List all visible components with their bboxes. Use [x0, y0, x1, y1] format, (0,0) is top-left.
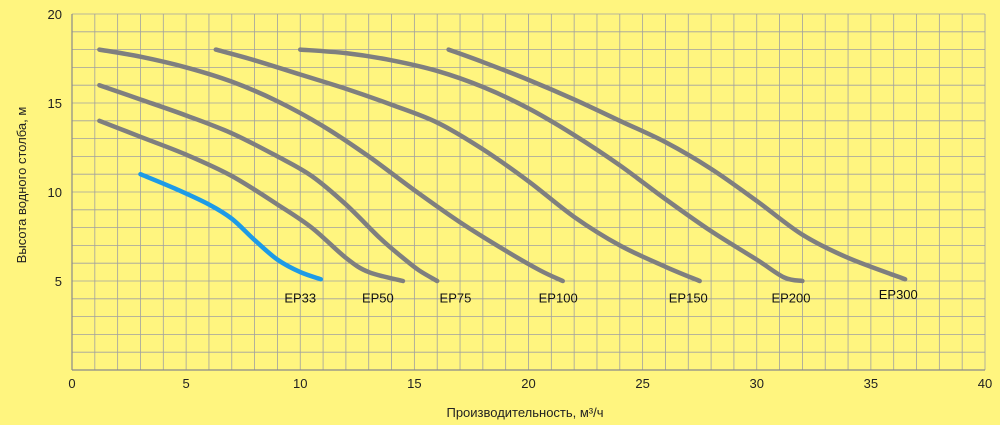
y-tick-labels: 5 10 15 20 — [48, 7, 62, 289]
x-tick-label: 15 — [407, 376, 421, 391]
y-tick-label: 15 — [48, 96, 62, 111]
x-tick-label: 30 — [750, 376, 764, 391]
x-tick-label: 10 — [293, 376, 307, 391]
x-tick-labels: 0 5 10 15 20 25 30 35 40 — [68, 376, 992, 391]
curve-label-ep50: EP50 — [362, 290, 394, 305]
x-tick-label: 25 — [635, 376, 649, 391]
curve-ep100 — [97, 47, 565, 284]
curve-label-ep75: EP75 — [440, 290, 472, 305]
y-tick-label: 10 — [48, 185, 62, 200]
pump-curves — [97, 47, 908, 284]
x-tick-label: 5 — [183, 376, 190, 391]
y-axis-title: Высота водного столба, м — [14, 107, 29, 264]
curve-ep75 — [97, 82, 440, 284]
x-tick-label: 20 — [521, 376, 535, 391]
x-tick-label: 0 — [68, 376, 75, 391]
major-grid — [71, 14, 985, 371]
curve-label-ep33: EP33 — [284, 290, 316, 305]
curve-label-ep200: EP200 — [771, 290, 810, 305]
x-tick-label: 35 — [864, 376, 878, 391]
curve-ep300 — [446, 47, 908, 282]
curve-ep200 — [298, 47, 805, 284]
curve-ep33 — [138, 171, 324, 282]
curve-label-ep300: EP300 — [879, 287, 918, 302]
minor-grid — [71, 13, 986, 371]
x-tick-label: 40 — [978, 376, 992, 391]
curve-labels: EP33 EP50 EP75 EP100 EP150 EP200 EP300 — [284, 287, 917, 306]
y-tick-label: 5 — [55, 274, 62, 289]
y-tick-label: 20 — [48, 7, 62, 22]
curve-label-ep150: EP150 — [669, 290, 708, 305]
x-axis-title: Производительность, м³/ч — [446, 405, 603, 420]
curve-ep150 — [213, 47, 702, 284]
curve-ep50 — [97, 118, 406, 284]
curve-label-ep100: EP100 — [539, 290, 578, 305]
